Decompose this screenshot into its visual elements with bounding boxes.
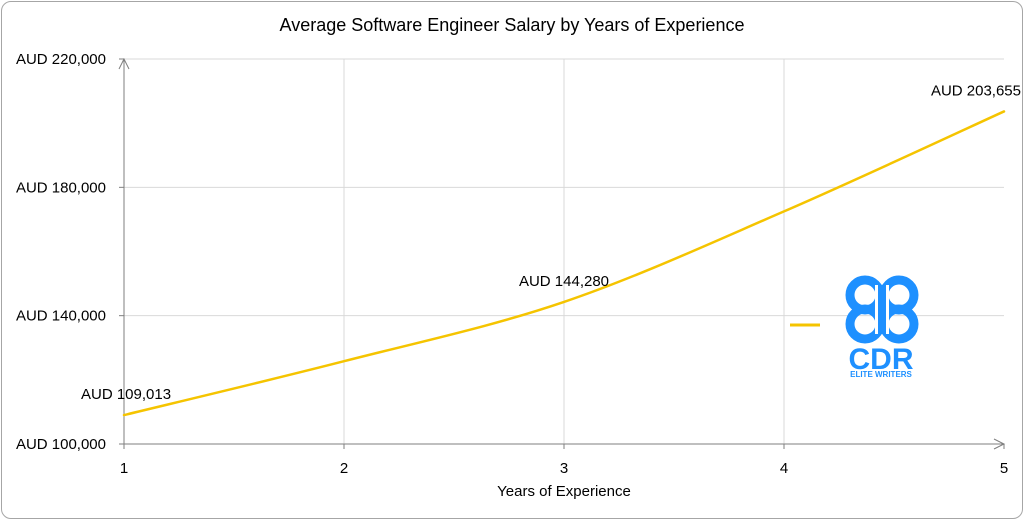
chart-title: Average Software Engineer Salary by Year… — [280, 15, 745, 35]
y-axis-ticks: AUD 100,000 AUD 140,000 AUD 180,000 AUD 220… — [16, 51, 124, 453]
y-tick-label: AUD 220,000 — [16, 51, 106, 68]
cdr-logo-subtext: ELITE WRITERS — [850, 370, 912, 379]
data-label: AUD 203,655 — [931, 82, 1021, 99]
x-tick-label: 4 — [780, 460, 788, 477]
axes — [118, 57, 1006, 450]
data-label: AUD 109,013 — [81, 386, 171, 403]
data-label: AUD 144,280 — [519, 273, 609, 290]
y-tick-label: AUD 180,000 — [16, 179, 106, 196]
grid — [124, 58, 1004, 444]
y-tick-label: AUD 100,000 — [16, 436, 106, 453]
cdr-logo-text: CDR — [849, 343, 914, 376]
x-tick-label: 3 — [560, 460, 568, 477]
x-tick-label: 5 — [1000, 460, 1008, 477]
x-axis-ticks: 1 2 3 4 5 — [120, 444, 1008, 477]
data-labels: AUD 109,013 AUD 144,280 AUD 203,655 — [81, 82, 1021, 403]
x-axis-label: Years of Experience — [497, 483, 631, 500]
cdr-logo: CDR ELITE WRITERS — [845, 275, 919, 379]
series-group — [122, 110, 1006, 417]
y-tick-label: AUD 140,000 — [16, 308, 106, 325]
x-tick-label: 1 — [120, 460, 128, 477]
x-tick-label: 2 — [340, 460, 348, 477]
